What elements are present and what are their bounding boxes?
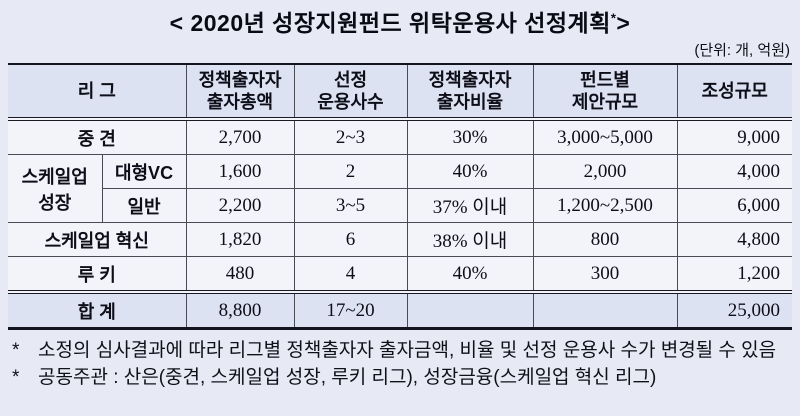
footnote-co-organizers: * 공동주관 : 산은(중견, 스케일업 성장, 루키 리그), 성장금융(스케…	[8, 364, 792, 391]
unit-note: (단위: 개, 억원)	[694, 42, 790, 59]
cell-midsize-total: 2,700	[186, 119, 295, 155]
cell-total-ratio	[407, 292, 534, 329]
subleague-label-general: 일반	[102, 188, 187, 223]
page-title-close-bracket: >	[616, 10, 631, 36]
col-header-policy-investor-total: 정책출자자 출자총액	[186, 64, 295, 121]
league-label-scaleup-innovation: 스케일업 혁신	[8, 222, 187, 257]
table-row-total: 합 계 8,800 17~20 25,000	[8, 292, 792, 329]
footnote-asterisk: *	[12, 340, 20, 361]
table-row-scaleup-growth-largevc: 스케일업 성장 대형VC 1,600 2 40% 2,000 4,000	[8, 154, 792, 223]
cell-midsize-ratio: 30%	[407, 119, 534, 155]
league-label-midsize: 중 견	[8, 119, 187, 155]
page-title-asterisk: *	[610, 10, 617, 26]
cell-general-ratio: 37% 이내	[407, 188, 534, 223]
cell-innovation-size: 4,800	[677, 222, 792, 257]
cell-midsize-size: 9,000	[677, 119, 792, 155]
cell-innovation-proposal: 800	[533, 222, 678, 257]
cell-midsize-count: 2~3	[294, 119, 408, 155]
cell-rookie-size: 1,200	[677, 256, 792, 294]
selection-plan-table: 리 그 정책출자자 출자총액 선정 운용사수 정책출자자 출자비율 펀드별 제안…	[8, 63, 792, 330]
footnote-change-notice-text: 소정의 심사결과에 따라 리그별 정책출자자 출자금액, 비율 및 선정 운용사…	[38, 340, 777, 361]
col-header-selected-manager-count: 선정 운용사수	[294, 64, 408, 121]
cell-largevc-size: 4,000	[677, 154, 792, 189]
cell-rookie-count: 4	[294, 256, 408, 294]
footnote-asterisk: *	[12, 367, 20, 388]
cell-innovation-ratio: 38% 이내	[407, 222, 534, 257]
footnotes: * 소정의 심사결과에 따라 리그별 정책출자자 출자금액, 비율 및 선정 운…	[8, 337, 792, 391]
cell-general-size: 6,000	[677, 188, 792, 223]
cell-largevc-ratio: 40%	[407, 154, 534, 189]
cell-innovation-count: 6	[294, 222, 408, 257]
header-row: 리 그 정책출자자 출자총액 선정 운용사수 정책출자자 출자비율 펀드별 제안…	[8, 64, 792, 121]
col-header-league: 리 그	[8, 64, 187, 121]
col-header-proposal-size-per-fund: 펀드별 제안규모	[533, 64, 678, 121]
cell-total-total: 8,800	[186, 292, 295, 329]
table-row-scaleup-innovation: 스케일업 혁신 1,820 6 38% 이내 800 4,800	[8, 222, 792, 257]
cell-general-proposal: 1,200~2,500	[533, 188, 678, 223]
col-header-policy-investor-ratio: 정책출자자 출자비율	[407, 64, 534, 121]
cell-largevc-proposal: 2,000	[533, 154, 678, 189]
cell-general-count: 3~5	[294, 188, 408, 223]
table-row-midsize: 중 견 2,700 2~3 30% 3,000~5,000 9,000	[8, 119, 792, 155]
cell-innovation-total: 1,820	[186, 222, 295, 257]
footnote-co-organizers-text: 공동주관 : 산은(중견, 스케일업 성장, 루키 리그), 성장금융(스케일업…	[38, 367, 657, 388]
cell-total-proposal	[533, 292, 678, 329]
col-header-fund-formation-size: 조성규모	[677, 64, 792, 121]
cell-largevc-total: 1,600	[186, 154, 295, 189]
page-title: < 2020년 성장지원펀드 위탁운용사 선정계획*>	[0, 0, 800, 38]
cell-rookie-proposal: 300	[533, 256, 678, 294]
cell-total-count: 17~20	[294, 292, 408, 329]
cell-largevc-count: 2	[294, 154, 408, 189]
cell-rookie-total: 480	[186, 256, 295, 294]
cell-midsize-proposal: 3,000~5,000	[533, 119, 678, 155]
footnote-change-notice: * 소정의 심사결과에 따라 리그별 정책출자자 출자금액, 비율 및 선정 운…	[8, 337, 792, 364]
cell-rookie-ratio: 40%	[407, 256, 534, 294]
page-title-text: < 2020년 성장지원펀드 위탁운용사 선정계획	[169, 10, 611, 36]
table-row-rookie: 루 키 480 4 40% 300 1,200	[8, 256, 792, 294]
table-row-scaleup-growth-general: 일반 2,200 3~5 37% 이내 1,200~2,500 6,000	[8, 188, 792, 223]
league-label-rookie: 루 키	[8, 256, 187, 294]
league-label-scaleup-growth: 스케일업 성장	[8, 154, 103, 223]
cell-total-size: 25,000	[677, 292, 792, 329]
cell-general-total: 2,200	[186, 188, 295, 223]
league-label-total: 합 계	[8, 292, 187, 329]
subleague-label-large-vc: 대형VC	[102, 154, 187, 189]
